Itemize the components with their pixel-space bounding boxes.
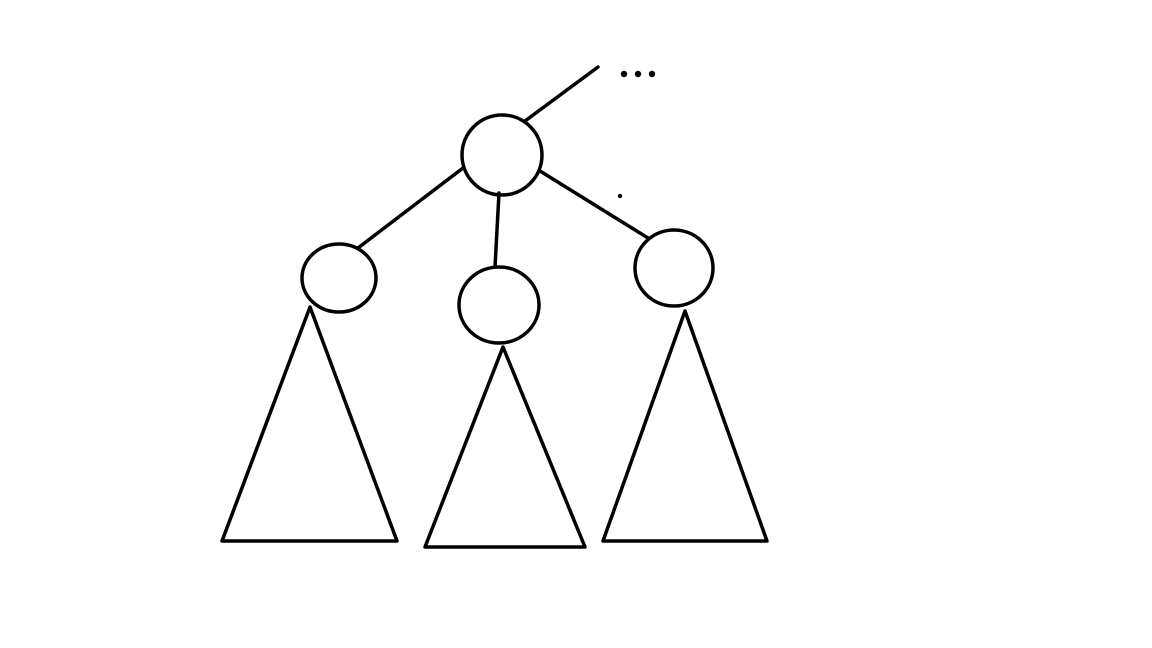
left-subtree	[220, 305, 399, 543]
parent-node	[460, 113, 544, 197]
edge-parent-to-right-child	[538, 169, 650, 240]
stray-dot	[617, 193, 623, 199]
middle-subtree	[423, 345, 587, 549]
edge-parent-to-ancestor	[523, 65, 600, 123]
ellipsis-continuation	[620, 70, 656, 78]
ellipsis-dot	[648, 70, 656, 78]
edge-parent-to-middle-child	[493, 191, 501, 269]
ellipsis-dot	[634, 70, 642, 78]
left-child-node	[300, 242, 378, 314]
ellipsis-dot	[620, 70, 628, 78]
edge-parent-to-left-child	[356, 166, 465, 250]
middle-child-node	[457, 265, 541, 345]
right-child-node	[633, 228, 715, 308]
right-subtree	[601, 309, 769, 543]
